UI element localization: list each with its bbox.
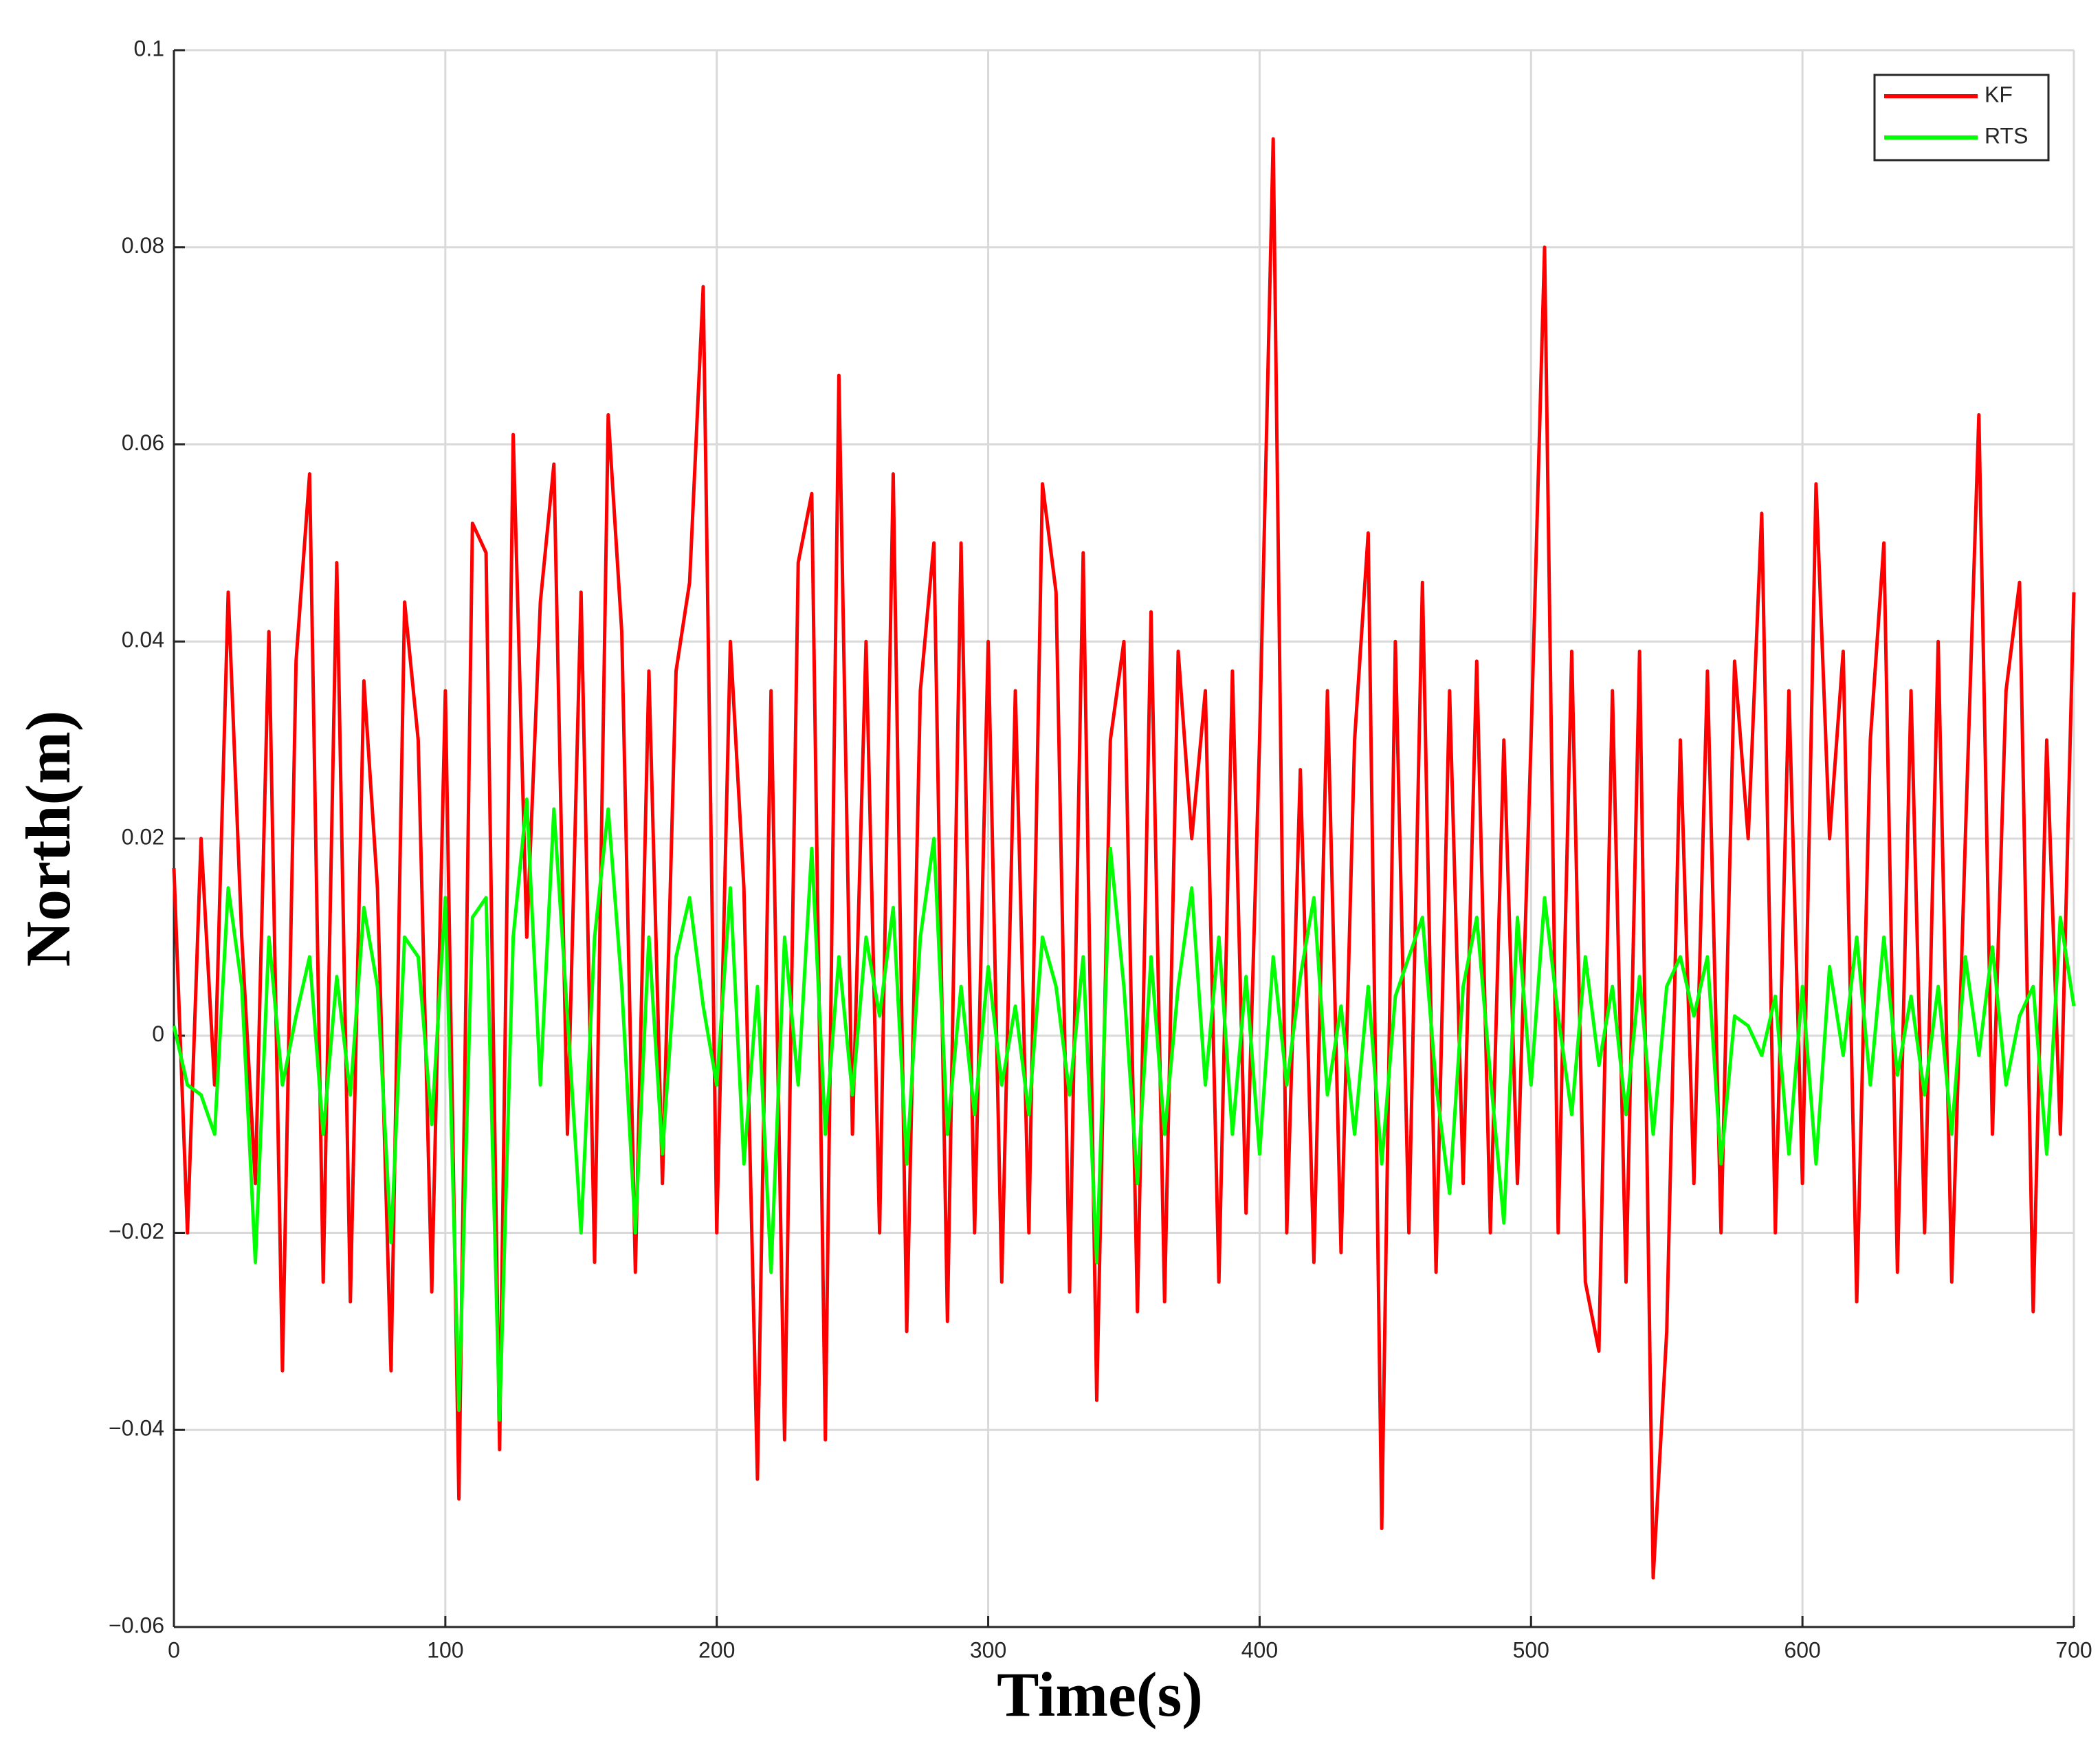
y-tick-label: 0.08 [122, 233, 164, 258]
x-tick-label: 400 [1241, 1637, 1278, 1662]
data-line [172, 137, 2076, 1580]
y-tick-label: −0.06 [109, 1613, 164, 1637]
y-tick-label: 0.02 [122, 824, 164, 849]
y-tick-label: −0.04 [109, 1416, 164, 1441]
x-axis-label: Time(s) [997, 1659, 1203, 1729]
x-tick-label: 200 [698, 1637, 735, 1662]
y-tick-label: 0.04 [122, 628, 164, 652]
x-tick-label: 300 [970, 1637, 1006, 1662]
x-tick-label: 100 [427, 1637, 463, 1662]
y-axis-label: North(m) [13, 711, 83, 967]
y-tick-label: −0.02 [109, 1219, 164, 1243]
y-tick-label: 0.06 [122, 430, 164, 455]
legend-box [1873, 74, 2050, 162]
x-tick-label: 0 [168, 1637, 180, 1662]
x-tick-label: 600 [1784, 1637, 1820, 1662]
legend-label: KF [1985, 82, 2013, 107]
legend-label: RTS [1985, 123, 2028, 148]
x-tick-label: 700 [2055, 1637, 2092, 1662]
y-tick-label: 0.1 [134, 36, 164, 60]
data-line [172, 797, 2076, 1422]
x-tick-label: 500 [1513, 1637, 1549, 1662]
y-tick-label: 0 [152, 1021, 164, 1046]
